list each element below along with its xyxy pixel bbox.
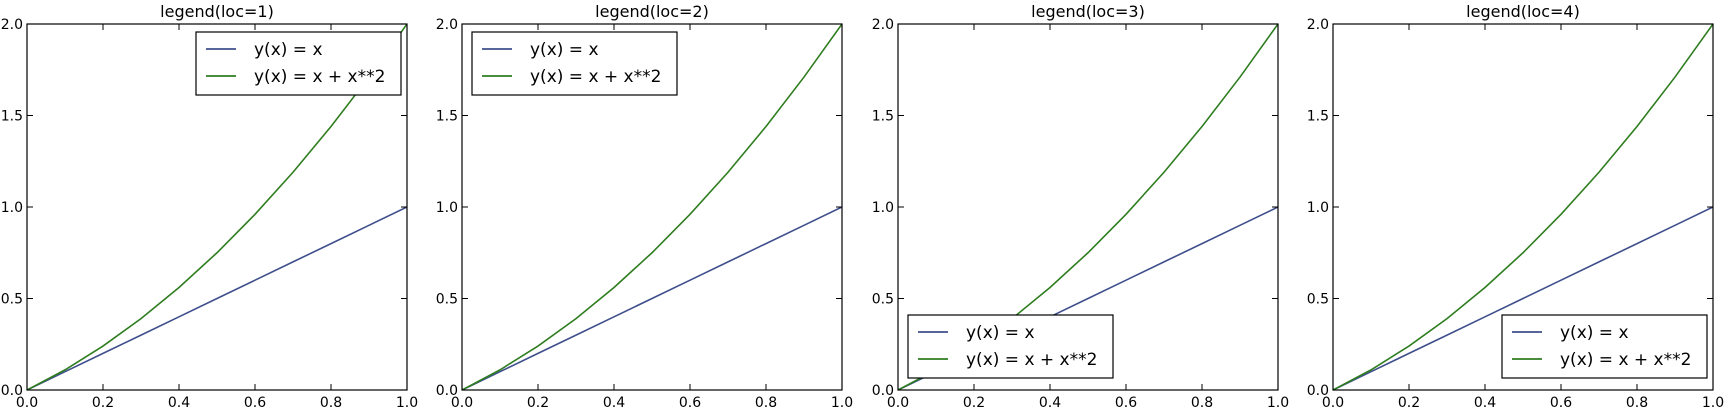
subplot-title: legend(loc=3) (1031, 2, 1145, 21)
x-tick-label: 0.8 (1626, 395, 1648, 409)
legend-box (471, 31, 678, 96)
y-tick-label: 1.5 (872, 109, 894, 125)
x-tick-label: 0.4 (603, 395, 625, 409)
series-line-1 (462, 206, 842, 390)
y-tick-label: 1.5 (1, 109, 23, 125)
axes-frame (1332, 23, 1714, 391)
subplot-4: legend(loc=4) 0.0 0.2 0.4 0.6 0.8 1.0 0.0 0.5 1.0… (1307, 2, 1724, 409)
y-tick-label: 1.0 (1, 200, 23, 216)
legend-label: y(x) = x (530, 40, 599, 60)
axes-frame (461, 23, 843, 391)
subplot-2: legend(loc=2) 0.0 0.2 0.4 0.6 0.8 1.0 0.0 0.5 1.0… (436, 2, 853, 409)
legend: y(x) = x y(x) = x + x**2 (1501, 314, 1708, 379)
x-tick-label: 0.6 (1115, 395, 1137, 409)
series-line-2 (462, 24, 842, 390)
x-tick-label: 0.4 (168, 395, 190, 409)
x-tick-label: 0.2 (527, 395, 549, 409)
x-tick-label: 1.0 (831, 395, 853, 409)
x-tick-label: 0.6 (244, 395, 266, 409)
x-tick-label: 0.2 (963, 395, 985, 409)
legend-label: y(x) = x + x**2 (530, 67, 661, 87)
legend-label: y(x) = x + x**2 (966, 350, 1097, 370)
y-tick-label: 0.5 (1307, 292, 1329, 308)
y-tick-label: 1.5 (436, 109, 458, 125)
x-tick-label: 0.0 (887, 395, 909, 409)
legend-box (195, 31, 402, 96)
x-tick-label: 0.2 (92, 395, 114, 409)
axes-frame (897, 23, 1279, 391)
series-line-1 (27, 206, 407, 390)
x-tick-label: 0.0 (16, 395, 38, 409)
y-tick-label: 1.5 (1307, 109, 1329, 125)
axes-frame (26, 23, 408, 391)
y-tick-label: 0.5 (872, 292, 894, 308)
y-tick-label: 1.0 (1307, 200, 1329, 216)
legend-label: y(x) = x (966, 323, 1035, 343)
subplot-title: legend(loc=2) (595, 2, 709, 21)
x-tick-label: 1.0 (1702, 395, 1724, 409)
series-line-2 (27, 24, 407, 390)
y-tick-label: 0.0 (1307, 383, 1329, 399)
y-tick-label: 2.0 (436, 17, 458, 33)
x-tick-label: 1.0 (396, 395, 418, 409)
x-tick-label: 0.8 (1191, 395, 1213, 409)
x-tick-label: 0.0 (1322, 395, 1344, 409)
x-tick-label: 0.6 (679, 395, 701, 409)
series-line-2 (1333, 24, 1713, 390)
x-tick-label: 0.2 (1398, 395, 1420, 409)
legend: y(x) = x y(x) = x + x**2 (907, 314, 1114, 379)
legend-box (1501, 314, 1708, 379)
y-tick-label: 0.5 (436, 292, 458, 308)
legend-label: y(x) = x (1560, 323, 1629, 343)
y-tick-label: 0.0 (1, 383, 23, 399)
legend-label: y(x) = x + x**2 (1560, 350, 1691, 370)
y-tick-label: 0.5 (1, 292, 23, 308)
y-tick-label: 2.0 (872, 17, 894, 33)
legend-label: y(x) = x + x**2 (254, 67, 385, 87)
y-tick-label: 0.0 (872, 383, 894, 399)
x-tick-label: 0.8 (320, 395, 342, 409)
subplot-1: legend(loc=1) 0.0 0.2 0.4 0.6 0.8 1.0 0.0 0.5 1.0… (1, 2, 418, 409)
x-tick-label: 1.0 (1267, 395, 1289, 409)
x-tick-label: 0.0 (451, 395, 473, 409)
x-tick-label: 0.8 (755, 395, 777, 409)
legend-label: y(x) = x (254, 40, 323, 60)
subplot-title: legend(loc=1) (160, 2, 274, 21)
series-line-1 (1333, 206, 1713, 390)
legend: y(x) = x y(x) = x + x**2 (195, 31, 402, 96)
x-tick-label: 0.4 (1039, 395, 1061, 409)
x-tick-label: 0.6 (1550, 395, 1572, 409)
y-tick-label: 2.0 (1, 17, 23, 33)
legend-box (907, 314, 1114, 379)
subplot-title: legend(loc=4) (1466, 2, 1580, 21)
x-tick-label: 0.4 (1474, 395, 1496, 409)
y-tick-label: 1.0 (872, 200, 894, 216)
subplot-3: legend(loc=3) 0.0 0.2 0.4 0.6 0.8 1.0 0.0 0.5 1.0… (872, 2, 1289, 409)
legend: y(x) = x y(x) = x + x**2 (471, 31, 678, 96)
y-tick-label: 0.0 (436, 383, 458, 399)
y-tick-label: 1.0 (436, 200, 458, 216)
y-tick-label: 2.0 (1307, 17, 1329, 33)
